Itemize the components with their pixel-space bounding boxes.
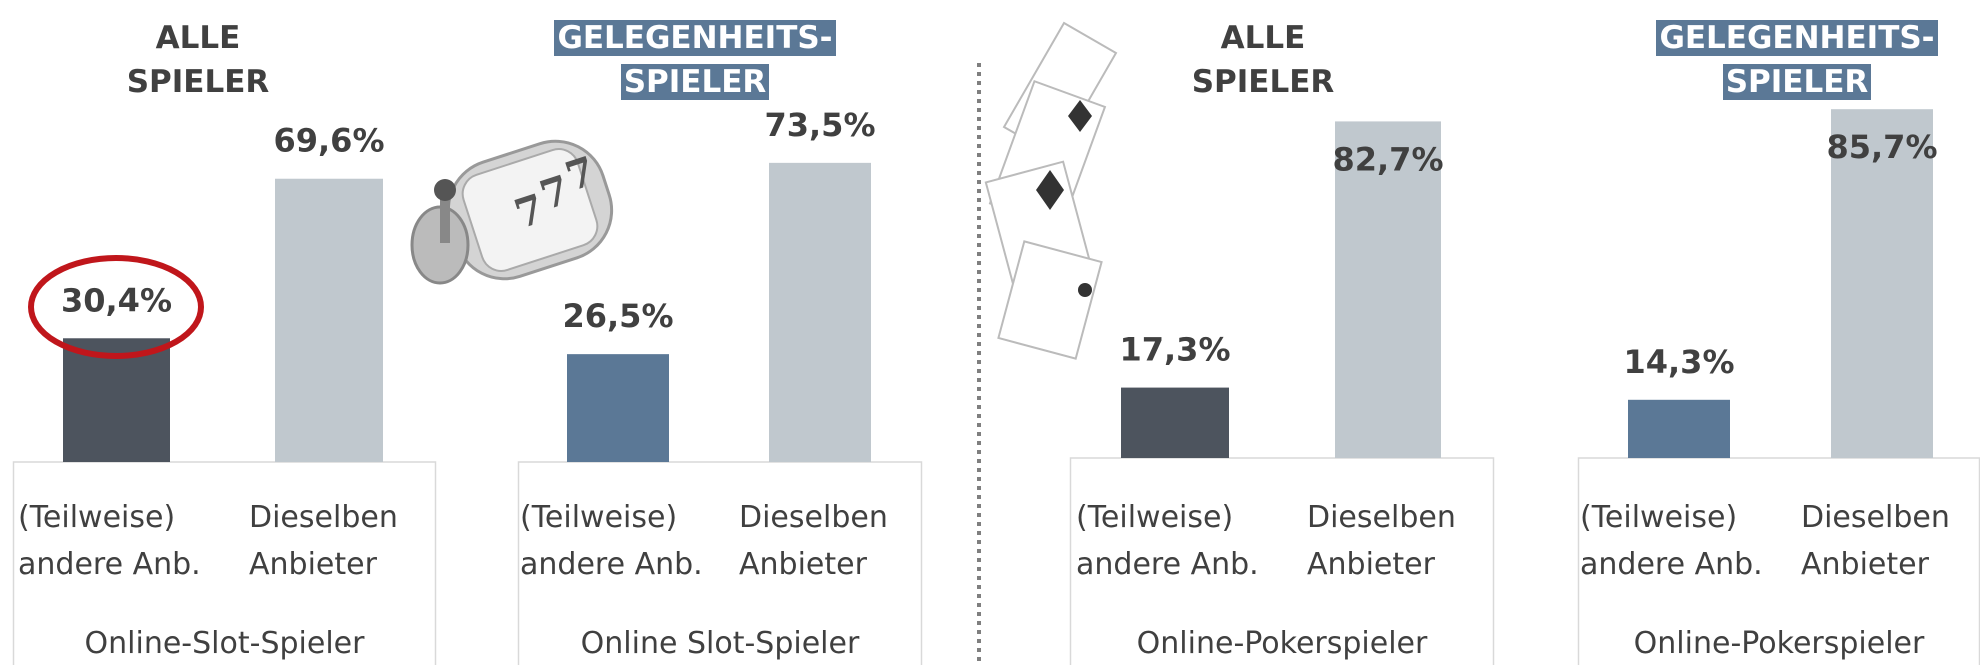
x-axis-label: Online-Pokerspieler <box>1136 626 1428 661</box>
value-label: 30,4% <box>61 281 172 319</box>
chart-title: ALLE SPIELER <box>88 16 308 104</box>
x-axis-label: Online Slot-Spieler <box>580 626 860 661</box>
cards-icon <box>984 21 1118 360</box>
highlight-ellipse <box>28 255 204 359</box>
value-label: 82,7% <box>1332 140 1443 178</box>
bar <box>1831 109 1933 459</box>
value-label: 17,3% <box>1119 331 1230 369</box>
value-label: 73,5% <box>764 106 875 144</box>
plot-box <box>517 461 923 665</box>
category-label: (Teilweise) andere Anb. <box>1076 500 1259 582</box>
value-label: 69,6% <box>273 122 384 160</box>
chart-title: GELEGENHEITS-SPIELER <box>545 16 845 104</box>
category-label: (Teilweise) andere Anb. <box>520 500 703 582</box>
bar <box>1121 387 1229 458</box>
value-label: 26,5% <box>562 297 673 335</box>
category-label: (Teilweise) andere Anb. <box>1580 500 1763 582</box>
plot-box <box>12 461 437 665</box>
category-label: Dieselben Anbieter <box>739 500 888 582</box>
slot-machine-icon: 7 7 7 <box>410 139 614 285</box>
plot-box <box>1069 457 1495 665</box>
chart-title: GELEGENHEITS-SPIELER <box>1647 16 1947 104</box>
category-label: Dieselben Anbieter <box>249 500 398 582</box>
chart-title-text: GELEGENHEITS-SPIELER <box>554 20 836 100</box>
chart-title-text: ALLE SPIELER <box>1191 20 1335 100</box>
bar <box>1628 399 1730 458</box>
bar <box>769 162 871 463</box>
bar <box>275 178 383 462</box>
x-axis-label: Online-Slot-Spieler <box>84 626 365 661</box>
chart-title-text: GELEGENHEITS-SPIELER <box>1656 20 1938 100</box>
category-label: Dieselben Anbieter <box>1307 500 1456 582</box>
x-axis-label: Online-Pokerspieler <box>1633 626 1925 661</box>
chart-title: ALLE SPIELER <box>1153 16 1373 104</box>
value-label: 85,7% <box>1826 128 1937 166</box>
chart-title-text: ALLE SPIELER <box>126 20 270 100</box>
bar <box>567 354 669 462</box>
category-label: (Teilweise) andere Anb. <box>18 500 201 582</box>
value-label: 14,3% <box>1623 343 1734 381</box>
category-label: Dieselben Anbieter <box>1801 500 1950 582</box>
bar <box>1335 121 1441 458</box>
